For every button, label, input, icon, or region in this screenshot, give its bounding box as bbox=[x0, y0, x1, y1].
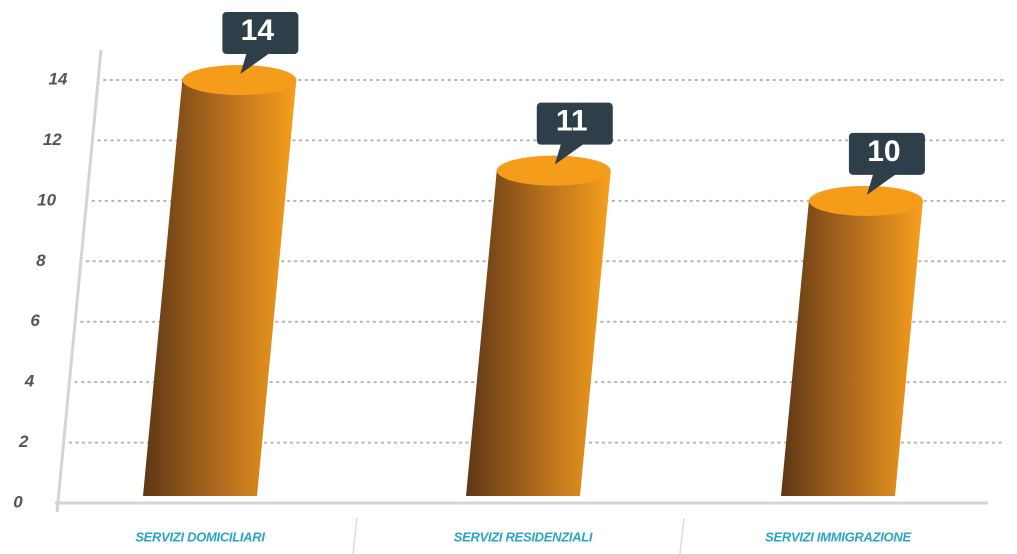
bar-body bbox=[781, 200, 923, 496]
x-tick-label: SERVIZI RESIDENZIALI bbox=[454, 529, 593, 544]
y-tick-label: 12 bbox=[43, 130, 62, 149]
value-label: 11 bbox=[556, 105, 588, 138]
y-tick-label: 14 bbox=[49, 69, 68, 88]
bar-top bbox=[496, 155, 611, 186]
bar-top bbox=[808, 185, 923, 216]
bar bbox=[143, 12, 299, 496]
callout bbox=[220, 12, 299, 74]
y-tick-label: 2 bbox=[18, 432, 29, 451]
bar-top bbox=[182, 65, 297, 95]
y-tick-label: 6 bbox=[30, 311, 40, 330]
y-tick-label: 0 bbox=[13, 492, 23, 511]
y-axis bbox=[55, 49, 103, 513]
bar-body bbox=[466, 170, 611, 496]
y-tick-label: 10 bbox=[37, 190, 56, 209]
y-tick-label: 4 bbox=[24, 372, 35, 391]
x-tick-label: SERVIZI DOMICILIARI bbox=[135, 529, 265, 544]
callout bbox=[846, 132, 925, 195]
separator bbox=[679, 517, 685, 554]
callout bbox=[534, 102, 613, 165]
separator bbox=[352, 517, 358, 554]
y-tick-label: 8 bbox=[36, 251, 46, 270]
bar-body bbox=[143, 80, 297, 496]
value-label: 14 bbox=[241, 14, 275, 47]
value-label: 10 bbox=[867, 135, 900, 168]
bar bbox=[466, 102, 613, 496]
x-tick-label: SERVIZI IMMIGRAZIONE bbox=[765, 529, 911, 544]
bar bbox=[781, 132, 925, 496]
